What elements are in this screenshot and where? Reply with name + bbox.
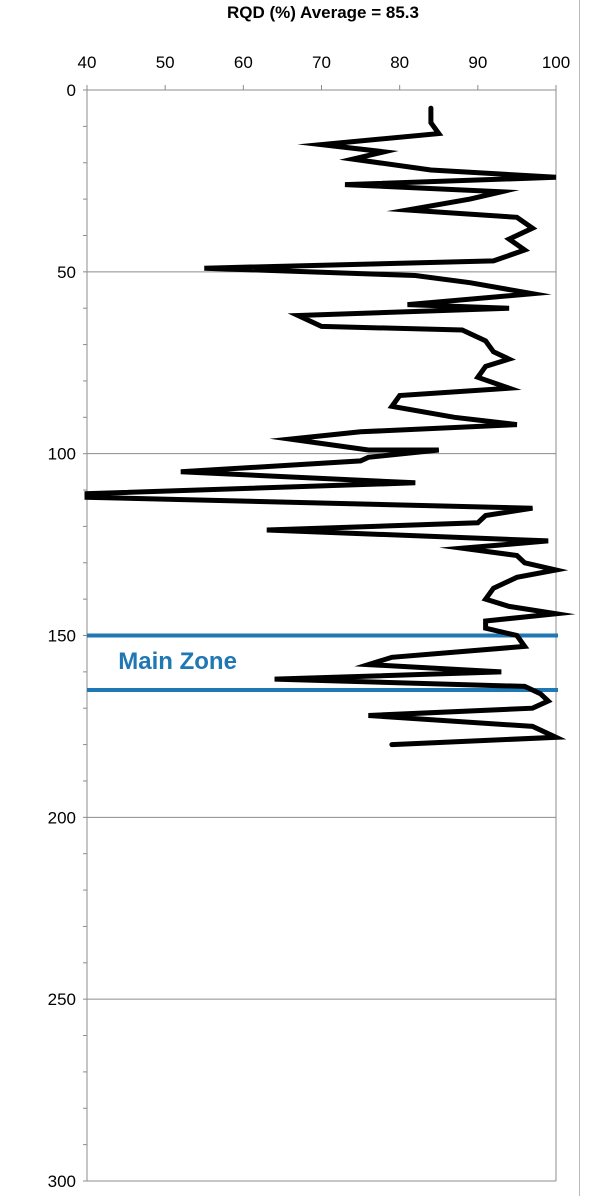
chart-title: RQD (%) Average = 85.3 xyxy=(227,3,419,22)
annotation-layer: Main Zone xyxy=(118,648,237,675)
x-tick-label: 50 xyxy=(156,53,175,72)
y-tick-label: 0 xyxy=(67,81,76,100)
y-tick-label: 100 xyxy=(48,445,76,464)
x-tick-label: 40 xyxy=(78,53,97,72)
axis-layer: 0 50 100 150 200 250 300 40 50 60 70 80 90 100 xyxy=(48,53,571,1191)
x-tick-label: 80 xyxy=(390,53,409,72)
x-tick-label: 90 xyxy=(468,53,487,72)
y-tick-label: 50 xyxy=(57,263,76,282)
y-tick-label: 300 xyxy=(48,1172,76,1191)
window-edge xyxy=(579,0,597,1196)
rqd-series-line xyxy=(84,105,576,748)
y-tick-label: 200 xyxy=(48,808,76,827)
x-tick-label: 70 xyxy=(312,53,331,72)
y-tick-label: 150 xyxy=(48,627,76,646)
series-layer xyxy=(84,105,576,748)
x-tick-label: 60 xyxy=(234,53,253,72)
x-tick-label: 100 xyxy=(542,53,570,72)
zone-layer xyxy=(87,633,558,693)
y-tick-label: 250 xyxy=(48,990,76,1009)
grid-layer xyxy=(87,271,556,1182)
main-zone-label: Main Zone xyxy=(118,648,237,675)
